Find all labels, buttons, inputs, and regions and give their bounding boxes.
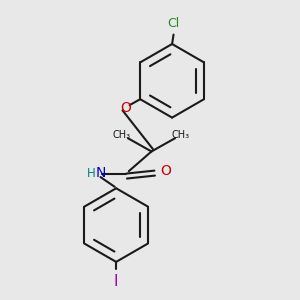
Text: Cl: Cl xyxy=(167,17,180,30)
Text: N: N xyxy=(95,166,106,180)
Text: CH₃: CH₃ xyxy=(113,130,131,140)
Text: I: I xyxy=(114,274,118,289)
Text: O: O xyxy=(160,164,171,178)
Text: CH₃: CH₃ xyxy=(172,130,190,140)
Text: O: O xyxy=(121,101,131,115)
Text: H: H xyxy=(87,167,95,180)
